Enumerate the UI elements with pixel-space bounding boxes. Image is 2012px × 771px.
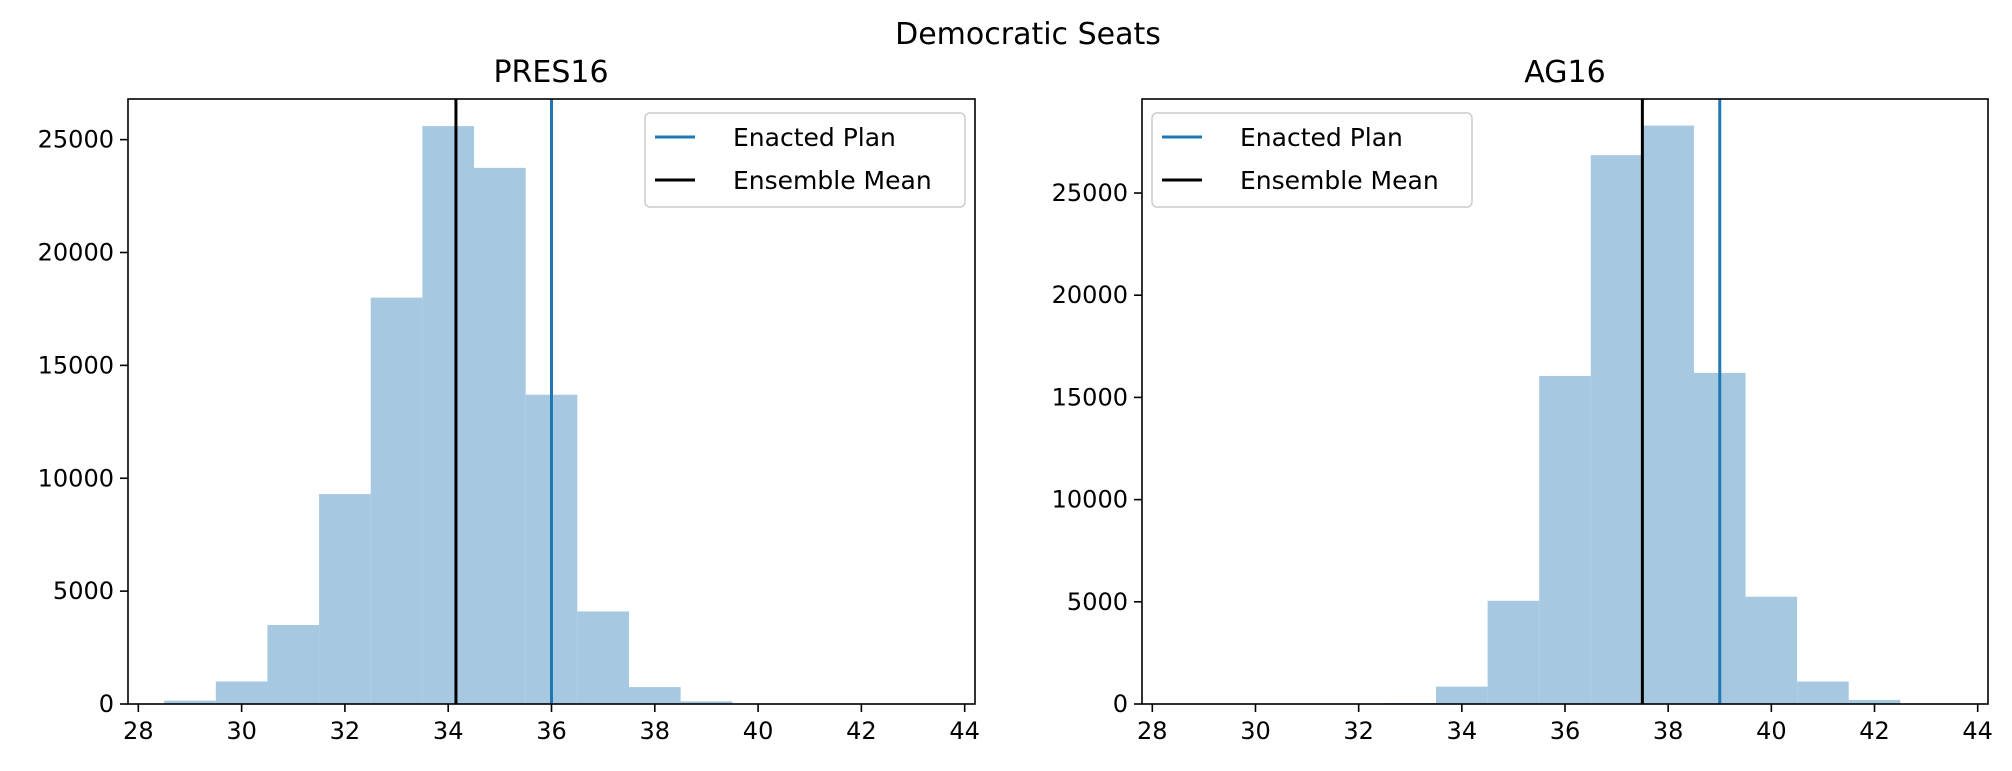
- histogram-bar: [1642, 125, 1694, 705]
- x-tick-label: 34: [1447, 717, 1478, 745]
- x-tick-label: 44: [1962, 717, 1993, 745]
- histogram-bar: [680, 701, 733, 704]
- y-tick-label: 0: [1113, 690, 1128, 718]
- chart-title: AG16: [1524, 55, 1605, 90]
- legend-box: [644, 112, 966, 208]
- y-tick-label: 0: [99, 690, 114, 718]
- histogram-bar: [1745, 596, 1798, 704]
- x-tick-label: 36: [1550, 717, 1581, 745]
- legend: Enacted Plan Ensemble Mean: [644, 112, 966, 208]
- histogram-bar: [1797, 681, 1849, 704]
- x-tick-label: 30: [226, 717, 257, 745]
- histogram-bar: [164, 700, 216, 704]
- y-tick-label: 10000: [38, 464, 114, 492]
- y-tick-label: 25000: [38, 126, 114, 154]
- histogram-bar: [1436, 686, 1488, 704]
- y-tick-label: 20000: [1052, 281, 1128, 309]
- histogram-bar: [370, 297, 423, 704]
- histogram-bar: [1848, 699, 1901, 704]
- x-tick-label: 38: [1653, 717, 1684, 745]
- x-tick-label: 42: [1859, 717, 1890, 745]
- histogram-bar: [1487, 600, 1540, 704]
- legend-entry-enacted-plan: Enacted Plan: [733, 123, 896, 152]
- x-tick-label: 38: [640, 717, 671, 745]
- histogram-bar: [577, 611, 629, 704]
- x-tick-label: 28: [1137, 717, 1168, 745]
- histogram-bar: [474, 167, 526, 705]
- x-tick-label: 36: [536, 717, 567, 745]
- y-tick-label: 15000: [38, 351, 114, 379]
- y-tick-label: 15000: [1052, 383, 1128, 411]
- chart-title: PRES16: [493, 55, 608, 90]
- legend: Enacted Plan Ensemble Mean: [1151, 112, 1473, 208]
- legend-entry-enacted-plan: Enacted Plan: [1240, 123, 1403, 152]
- x-tick-label: 32: [1343, 717, 1374, 745]
- y-tick-label: 5000: [53, 577, 114, 605]
- histogram-bar: [1539, 375, 1591, 704]
- histogram-bar: [215, 681, 268, 704]
- y-tick-label: 20000: [38, 239, 114, 267]
- y-tick-label: 10000: [1052, 486, 1128, 514]
- histogram-bar: [267, 624, 320, 704]
- chart-panel-pres16: PRES16 28 30 32 34 36 38 40 42 44 0 5000 10000 15000…: [38, 55, 980, 745]
- figure-title: Democratic Seats: [895, 17, 1161, 52]
- x-tick-label: 32: [330, 717, 361, 745]
- x-tick-label: 44: [949, 717, 980, 745]
- x-tick-label: 40: [1756, 717, 1787, 745]
- x-tick-label: 30: [1240, 717, 1271, 745]
- legend-entry-ensemble-mean: Ensemble Mean: [733, 166, 932, 195]
- y-tick-label: 25000: [1052, 179, 1128, 207]
- x-tick-label: 28: [123, 717, 154, 745]
- x-tick-label: 42: [846, 717, 877, 745]
- x-tick-label: 34: [433, 717, 464, 745]
- histogram-bar: [628, 687, 681, 704]
- histogram-bar: [422, 126, 475, 705]
- histogram-bar: [1590, 155, 1643, 704]
- x-tick-label: 40: [743, 717, 774, 745]
- legend-box: [1151, 112, 1473, 208]
- histogram-bar: [319, 494, 371, 704]
- y-tick-label: 5000: [1067, 588, 1128, 616]
- chart-panel-ag16: AG16 28 30 32 34 36 38 40 42 44 0 5000 10000 15000 20…: [1052, 55, 1993, 745]
- legend-entry-ensemble-mean: Ensemble Mean: [1240, 166, 1439, 195]
